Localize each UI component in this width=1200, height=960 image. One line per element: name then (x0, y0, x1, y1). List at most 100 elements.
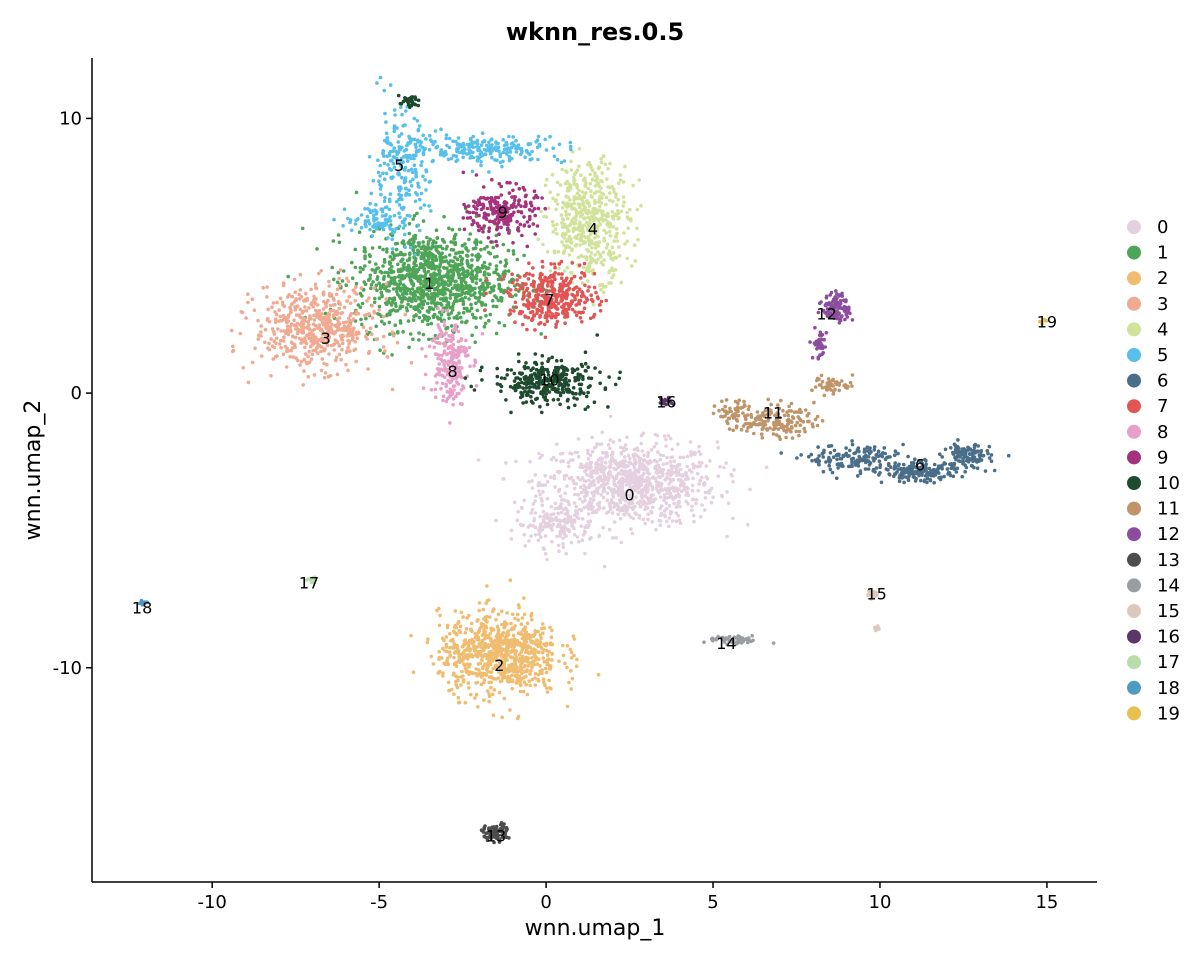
point (388, 192, 393, 196)
point (512, 500, 517, 505)
point (652, 445, 656, 449)
point (421, 283, 426, 287)
point (417, 228, 422, 233)
point (378, 163, 383, 168)
point (716, 474, 721, 479)
point (484, 625, 489, 630)
point (374, 203, 378, 207)
point (628, 207, 632, 212)
point (385, 288, 389, 293)
point (515, 146, 519, 150)
point (642, 478, 647, 483)
point (620, 485, 625, 490)
point (645, 467, 650, 472)
point (343, 327, 348, 332)
point (328, 303, 333, 308)
point (439, 313, 444, 317)
point (880, 452, 884, 457)
point (497, 633, 502, 637)
point (531, 289, 535, 293)
point (496, 141, 500, 146)
point (610, 450, 615, 455)
point (481, 281, 485, 286)
point (424, 168, 428, 172)
point (480, 301, 485, 305)
point (969, 463, 974, 468)
point (470, 272, 475, 277)
point (359, 225, 364, 230)
point (562, 236, 567, 240)
point (417, 124, 422, 128)
point (325, 324, 330, 329)
point (440, 279, 445, 284)
point (298, 336, 302, 341)
point (564, 473, 569, 478)
point (456, 284, 461, 289)
point (530, 507, 535, 512)
point (678, 504, 682, 509)
point (485, 266, 489, 271)
point (617, 245, 621, 249)
point (582, 223, 586, 228)
point (443, 255, 448, 259)
point (542, 626, 547, 630)
point (332, 277, 336, 282)
point (390, 300, 395, 305)
point (590, 246, 594, 250)
point (560, 167, 564, 172)
point (384, 297, 389, 301)
point (848, 464, 853, 469)
point (585, 211, 590, 216)
point (369, 283, 374, 287)
point (481, 607, 486, 612)
point (656, 450, 660, 454)
point (585, 472, 589, 477)
point (565, 225, 570, 230)
point (511, 252, 516, 256)
point (678, 455, 682, 460)
point (584, 468, 588, 473)
point (702, 483, 707, 487)
point (375, 277, 379, 282)
point (391, 270, 396, 274)
point (300, 226, 305, 231)
point (449, 240, 453, 244)
point (604, 231, 609, 235)
point (649, 493, 654, 498)
point (608, 191, 612, 195)
point (304, 309, 309, 313)
point (353, 222, 358, 226)
point (417, 148, 422, 152)
point (545, 686, 549, 690)
point (477, 608, 482, 613)
point (524, 630, 528, 634)
point (547, 678, 551, 683)
point (563, 661, 567, 666)
point (689, 450, 693, 454)
point (408, 238, 413, 243)
point (613, 483, 618, 488)
point (414, 150, 419, 154)
point (506, 286, 510, 291)
point (478, 316, 483, 320)
point (876, 449, 881, 454)
point (403, 186, 408, 191)
point (586, 249, 591, 253)
point (475, 155, 480, 159)
point (657, 470, 661, 475)
point (447, 312, 451, 317)
point (337, 343, 341, 347)
point (510, 639, 515, 643)
point (367, 349, 372, 354)
point (256, 333, 261, 338)
point (246, 300, 250, 305)
point (850, 459, 854, 464)
point (421, 302, 426, 307)
point (413, 293, 418, 298)
point (421, 240, 426, 244)
point (295, 304, 300, 308)
point (506, 629, 511, 633)
point (505, 638, 510, 642)
point (611, 215, 615, 219)
point (419, 191, 424, 196)
